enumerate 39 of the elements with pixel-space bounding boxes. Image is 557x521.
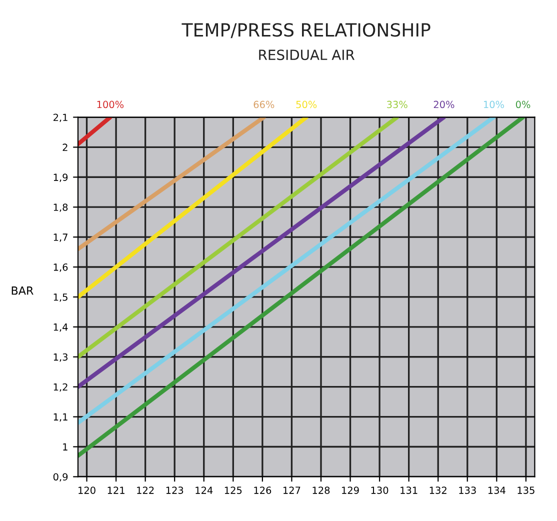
series-label: 10% (484, 100, 504, 108)
series-label: 20% (434, 100, 454, 108)
x-tick-label: 120 (78, 486, 96, 494)
y-tick-label: 1 (63, 443, 68, 450)
y-axis-title: BAR (12, 286, 34, 295)
y-tick-label: 1,9 (54, 174, 68, 182)
x-tick-label: 124 (196, 486, 213, 494)
y-tick-label: 1,1 (54, 413, 68, 422)
x-tick-label: 131 (400, 486, 418, 494)
chart-title: TEMP/PRESS RELATIONSHIP (182, 23, 430, 38)
y-tick-label: 1,5 (54, 294, 68, 302)
x-tick-label: 130 (371, 486, 388, 494)
y-tick-label: 1,8 (54, 204, 68, 212)
y-tick-label: 1,7 (54, 234, 68, 242)
y-tick-label: 2 (62, 144, 68, 151)
y-tick-label: 1,4 (54, 324, 68, 332)
y-tick-label: 1,3 (54, 353, 68, 362)
series-label: 50% (296, 100, 317, 108)
series-label: 66% (254, 100, 274, 108)
x-tick-label: 135 (518, 486, 534, 494)
x-tick-label: 125 (224, 486, 242, 494)
series-label: 100% (97, 100, 124, 108)
x-tick-label: 128 (312, 486, 330, 494)
series-label: 33% (387, 100, 408, 108)
series-label: 0% (516, 100, 530, 108)
x-tick-label: 127 (284, 486, 300, 494)
x-tick-label: 121 (108, 486, 124, 494)
y-tick-label: 2,1 (54, 114, 68, 122)
x-tick-label: 132 (430, 486, 446, 494)
x-tick-label: 122 (137, 486, 154, 494)
y-tick-label: 1,2 (54, 383, 68, 392)
x-tick-label: 133 (459, 486, 476, 494)
x-tick-label: 126 (254, 486, 272, 494)
chart-subtitle: RESIDUAL AIR (259, 50, 354, 60)
x-tick-label: 129 (342, 486, 359, 494)
x-tick-label: 134 (488, 486, 506, 494)
y-tick-label: 1,6 (54, 263, 68, 272)
y-tick-label: 0,9 (53, 473, 68, 482)
x-tick-label: 123 (166, 486, 184, 494)
